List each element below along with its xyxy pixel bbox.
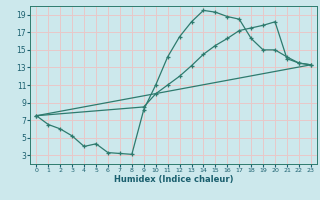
X-axis label: Humidex (Indice chaleur): Humidex (Indice chaleur) [114, 175, 233, 184]
